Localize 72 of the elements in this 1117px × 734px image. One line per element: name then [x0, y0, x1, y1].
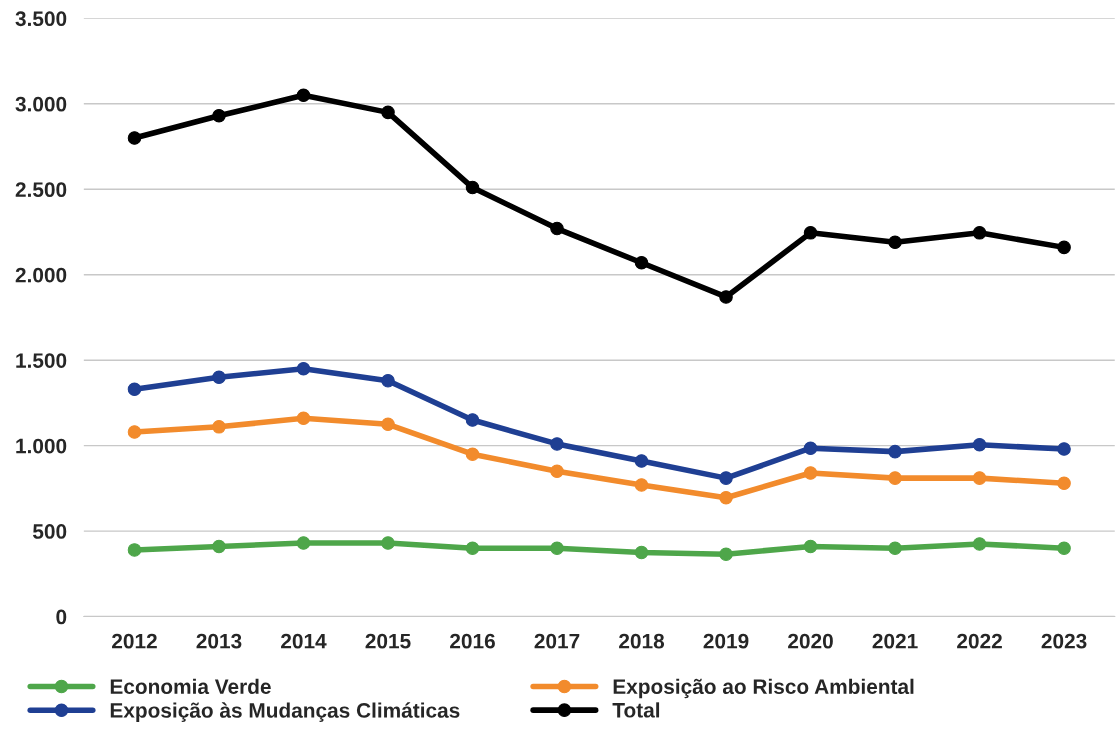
point — [719, 471, 733, 485]
point — [719, 547, 733, 561]
point — [972, 226, 987, 240]
point — [127, 543, 142, 557]
point — [719, 491, 733, 505]
y-tick-label: 3.500 — [15, 11, 67, 27]
point — [212, 420, 226, 434]
point — [1057, 541, 1071, 555]
point — [634, 255, 649, 270]
point — [550, 464, 564, 479]
point — [212, 370, 226, 385]
x-tick-label: 2014 — [281, 633, 327, 649]
x-tick-label: 2013 — [196, 633, 242, 649]
x-tick-label: 2019 — [703, 633, 749, 649]
point — [803, 441, 818, 455]
y-tick-label: 1.000 — [16, 438, 67, 454]
x-tick-label: 2021 — [872, 633, 918, 649]
y-tick-label: 2.000 — [15, 267, 67, 283]
legend-label: Exposição ao Risco Ambiental — [613, 678, 914, 699]
x-tick-label: 2017 — [534, 633, 580, 649]
y-tick-label: 0 — [56, 609, 67, 625]
point — [972, 537, 987, 551]
y-tick-label: 1.500 — [16, 353, 67, 368]
point — [803, 466, 818, 480]
point — [888, 235, 902, 250]
point — [465, 447, 480, 461]
point — [212, 109, 226, 123]
point — [803, 539, 818, 554]
point — [803, 226, 818, 240]
y-tick-label: 3.000 — [15, 96, 67, 112]
point — [381, 417, 395, 432]
legend-label: Exposição às Mudanças Climáticas — [110, 702, 460, 722]
x-tick-label: 2015 — [365, 633, 411, 649]
x-tick-label: 2016 — [450, 633, 495, 649]
point — [634, 454, 649, 468]
y-tick-label: 500 — [32, 524, 67, 539]
point — [550, 437, 564, 451]
point — [465, 413, 480, 427]
point — [719, 290, 733, 304]
point — [972, 438, 987, 452]
point — [127, 382, 142, 397]
y-tick-label: 2.500 — [15, 182, 67, 198]
x-tick-label: 2018 — [619, 633, 665, 649]
legend-label: Total — [612, 702, 660, 718]
point — [550, 221, 564, 236]
point — [212, 539, 226, 554]
point — [296, 88, 311, 103]
point — [296, 411, 311, 426]
point — [634, 478, 649, 492]
point — [550, 541, 564, 555]
point — [1057, 240, 1071, 255]
point — [888, 471, 902, 485]
x-tick-label: 2022 — [957, 633, 1002, 649]
point — [1057, 442, 1071, 456]
point — [296, 361, 311, 376]
point — [381, 105, 395, 120]
x-tick-label: 2023 — [1041, 633, 1087, 649]
point — [634, 545, 649, 560]
x-tick-label: 2020 — [788, 633, 833, 649]
point — [972, 471, 987, 485]
point — [381, 536, 395, 550]
x-tick-label: 2012 — [112, 633, 157, 649]
point — [1057, 476, 1071, 491]
point — [127, 425, 142, 439]
point — [465, 541, 480, 555]
point — [296, 536, 311, 550]
point — [127, 131, 142, 145]
point — [888, 444, 902, 459]
point — [381, 373, 395, 388]
point — [888, 541, 902, 555]
point — [465, 180, 480, 195]
legend-label: Economia Verde — [110, 678, 271, 695]
